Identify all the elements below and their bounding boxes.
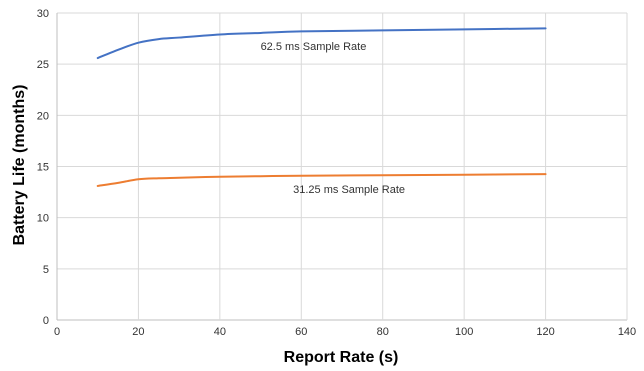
x-tick-label: 140 (618, 326, 636, 338)
x-tick-label: 100 (455, 326, 473, 338)
x-tick-label: 80 (377, 326, 389, 338)
x-tick-label: 60 (295, 326, 307, 338)
gridlines (56, 12, 628, 321)
y-tick-label: 5 (43, 264, 49, 276)
y-tick-label: 30 (37, 8, 49, 20)
series-lines (96, 27, 547, 187)
series-line-2 (96, 173, 547, 187)
x-tick-label: 40 (214, 326, 226, 338)
x-axis-title: Report Rate (s) (284, 349, 399, 366)
series-label-1: 62.5 ms Sample Rate (261, 41, 367, 53)
y-tick-label: 25 (37, 59, 49, 71)
y-tick-label: 20 (37, 110, 49, 122)
y-axis-title: Battery Life (months) (11, 85, 28, 246)
x-tick-label: 120 (536, 326, 554, 338)
series-line-1 (96, 27, 547, 60)
y-tick-label: 15 (37, 162, 49, 174)
y-axis-ticks: 0 5 10 15 20 25 30 (37, 8, 49, 327)
y-tick-label: 10 (37, 213, 49, 225)
series-label-2: 31.25 ms Sample Rate (293, 184, 405, 196)
y-tick-label: 0 (43, 315, 49, 327)
x-tick-label: 20 (132, 326, 144, 338)
x-axis-ticks: 0 20 40 60 80 100 120 140 (54, 326, 636, 338)
series-labels: 62.5 ms Sample Rate 31.25 ms Sample Rate (261, 41, 405, 196)
x-tick-label: 0 (54, 326, 60, 338)
